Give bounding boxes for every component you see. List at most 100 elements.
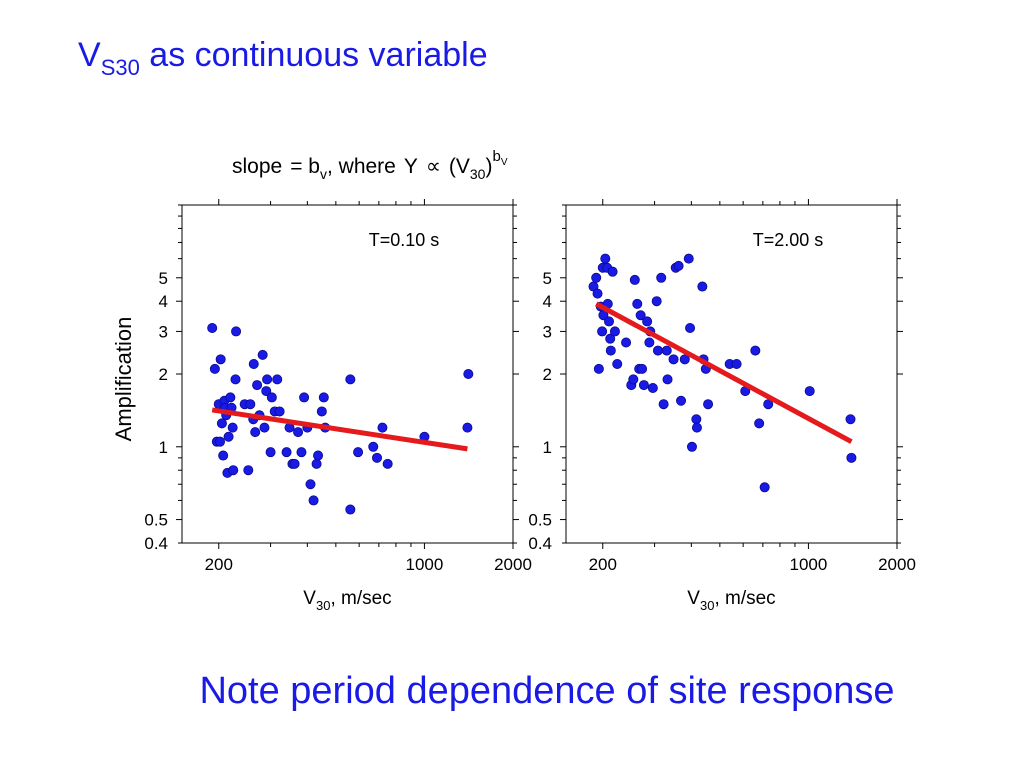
data-point — [223, 431, 234, 442]
data-point — [368, 441, 379, 452]
data-point — [345, 374, 356, 385]
data-point — [750, 345, 761, 356]
data-point — [754, 418, 765, 429]
data-point — [243, 465, 254, 476]
data-point — [597, 326, 608, 337]
data-point — [651, 296, 662, 307]
data-point — [250, 427, 261, 438]
data-point — [265, 447, 276, 458]
data-point — [656, 272, 667, 283]
data-point — [462, 422, 473, 433]
data-point — [252, 380, 263, 391]
data-point — [658, 399, 669, 410]
y-tick-label: 0.5 — [144, 511, 168, 530]
data-point — [632, 298, 643, 309]
y-tick-label: 0.5 — [528, 511, 552, 530]
title-rest: as continuous variable — [139, 36, 488, 74]
data-point — [293, 427, 304, 438]
data-point — [628, 374, 639, 385]
data-point — [305, 479, 316, 490]
data-point — [372, 452, 383, 463]
data-point — [662, 374, 673, 385]
panel-title: T=0.10 s — [369, 230, 440, 250]
data-point — [609, 326, 620, 337]
title-subscript: S30 — [100, 55, 140, 80]
data-point — [644, 337, 655, 348]
fit-line — [595, 301, 853, 444]
data-point — [296, 447, 307, 458]
data-point — [605, 333, 616, 344]
data-point — [215, 436, 226, 447]
x-tick-label: 200 — [589, 555, 617, 574]
chart-panel-right: 0.4 0.5 1 2 3 4 5 200 1000 2000 V30, m/sec T=2.00 s — [528, 199, 916, 613]
data-point — [311, 458, 322, 469]
data-point — [652, 345, 663, 356]
title-main: V — [78, 36, 101, 74]
y-tick-label: 1 — [543, 438, 552, 457]
data-point — [248, 358, 259, 369]
data-point — [209, 363, 220, 374]
y-tick-label: 2 — [159, 365, 168, 384]
data-point — [227, 422, 238, 433]
data-point — [377, 422, 388, 433]
data-point — [603, 316, 614, 327]
data-point — [635, 310, 646, 321]
data-point — [231, 326, 242, 337]
y-tick-label: 4 — [159, 292, 168, 311]
chart-panel-left: 0.4 0.5 1 2 3 4 5 200 1000 2000 V30, m/sec Amplific… — [111, 199, 532, 613]
data-point — [605, 345, 616, 356]
data-point — [637, 363, 648, 374]
data-point — [661, 345, 672, 356]
data-point — [266, 392, 277, 403]
fit-line — [211, 407, 468, 452]
data-point — [299, 392, 310, 403]
data-point — [804, 386, 815, 397]
data-point — [642, 316, 653, 327]
data-point — [382, 458, 393, 469]
data-point — [228, 465, 239, 476]
data-point — [272, 374, 283, 385]
y-tick-label: 4 — [543, 292, 552, 311]
data-point — [668, 354, 679, 365]
data-point — [686, 441, 697, 452]
data-point — [685, 322, 696, 333]
data-point — [259, 422, 270, 433]
data-point — [230, 374, 241, 385]
data-point — [621, 337, 632, 348]
data-point — [257, 349, 268, 360]
data-point — [289, 458, 300, 469]
data-point — [207, 322, 218, 333]
data-point — [261, 386, 272, 397]
data-point — [600, 253, 611, 264]
y-tick-label: 5 — [159, 269, 168, 288]
data-point — [592, 288, 603, 299]
data-point — [345, 504, 356, 515]
data-point — [318, 392, 329, 403]
data-point — [598, 310, 609, 321]
data-point — [731, 358, 742, 369]
y-tick-label: 5 — [543, 269, 552, 288]
data-point — [691, 414, 702, 425]
data-point — [629, 274, 640, 285]
data-point — [262, 374, 273, 385]
y-tick-label: 0.4 — [144, 534, 168, 553]
data-point — [218, 450, 229, 461]
data-point — [763, 399, 774, 410]
x-axis-label: V30, m/sec — [303, 588, 391, 613]
data-point — [679, 354, 690, 365]
data-point — [245, 399, 256, 410]
y-tick-label: 0.4 — [528, 534, 552, 553]
data-point — [463, 368, 474, 379]
data-point — [353, 447, 364, 458]
data-point — [647, 383, 658, 394]
data-point — [759, 482, 770, 493]
data-point — [281, 447, 292, 458]
panel-title: T=2.00 s — [753, 230, 824, 250]
data-point — [697, 281, 708, 292]
data-point — [216, 418, 227, 429]
data-point — [591, 272, 602, 283]
y-tick-label: 2 — [543, 365, 552, 384]
data-point — [225, 392, 236, 403]
data-point — [845, 414, 856, 425]
